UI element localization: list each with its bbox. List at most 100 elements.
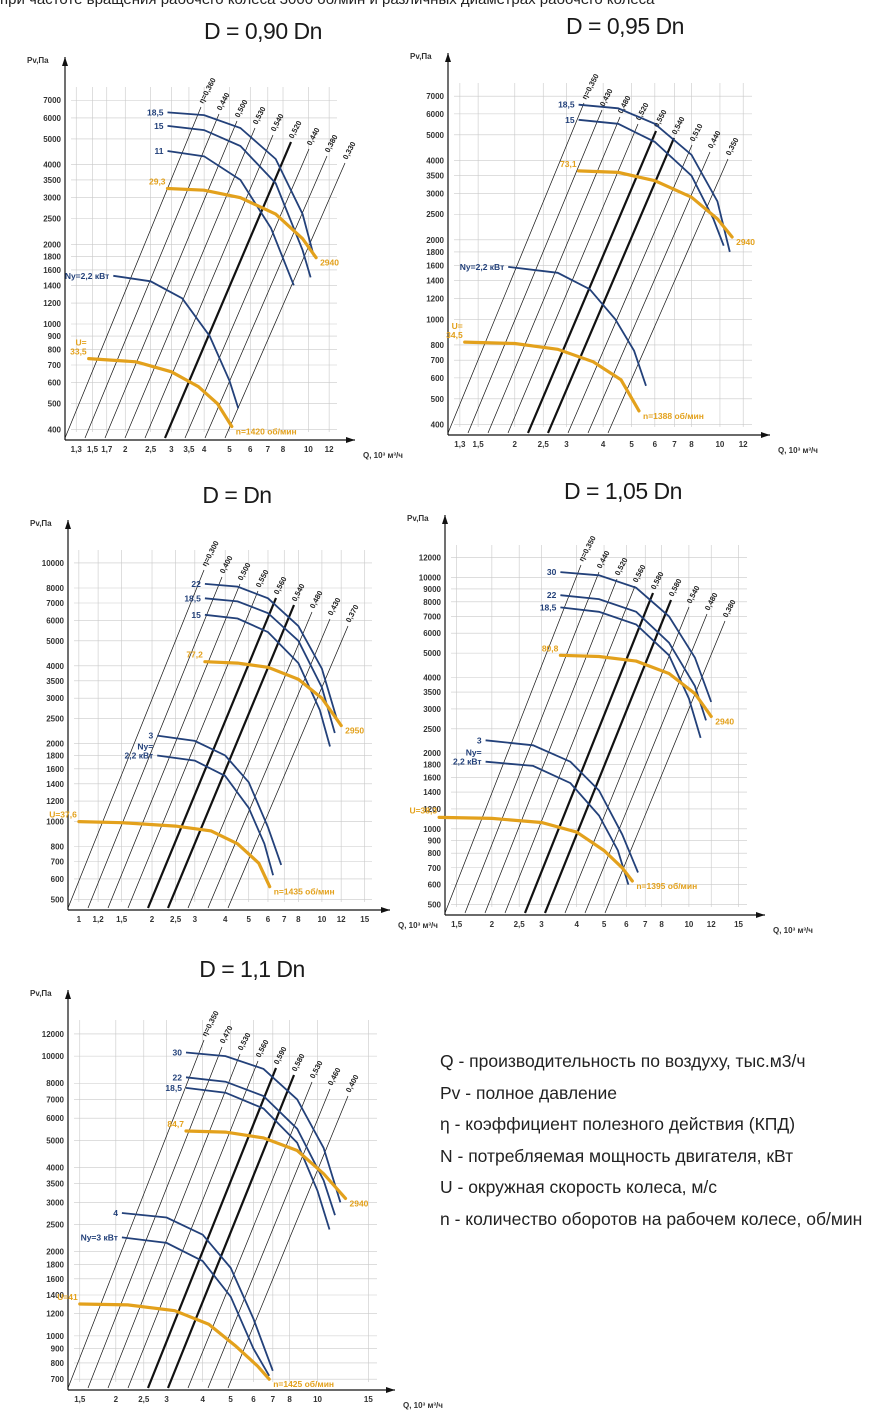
y-tick-label: 1400 [43, 281, 61, 290]
y-tick-label: 3500 [43, 176, 61, 185]
y-tick-label: 4000 [46, 1163, 64, 1172]
y-tick-label: 8000 [423, 598, 441, 607]
y-tick-label: 2000 [46, 740, 64, 749]
speed-curve [203, 660, 343, 728]
speed-curve-end-label: n=1420 об/мин [236, 427, 297, 437]
efficiency-line [464, 571, 600, 914]
y-tick-label: 1800 [46, 1260, 64, 1269]
x-axis-label: Q, 10³ м³/ч [363, 451, 403, 460]
efficiency-line [163, 141, 293, 439]
x-axis-arrow [346, 437, 355, 443]
power-curve-label: 4 [113, 1208, 118, 1218]
efficiency-line [127, 1060, 259, 1389]
x-tick-label: 5 [602, 920, 607, 929]
x-tick-label: 1,5 [473, 440, 485, 449]
efficiency-label: 0,580 [290, 1052, 307, 1073]
y-tick-label: 1400 [426, 277, 444, 286]
efficiency-label: η=0,350 [580, 72, 601, 101]
y-tick-label: 600 [431, 374, 445, 383]
speed-curve-end-label: n=1435 об/мин [274, 887, 335, 897]
power-curve-label: 18,5 [165, 1083, 182, 1093]
y-tick-label: 3500 [423, 688, 441, 697]
efficiency-line [146, 1067, 278, 1389]
chart-title-0.95: D = 0,95 Dn [566, 13, 684, 39]
power-curve-label: 15 [191, 610, 201, 620]
x-tick-label: 2 [150, 915, 155, 924]
y-tick-label: 1200 [423, 805, 441, 814]
x-tick-label: 12 [325, 445, 334, 454]
legend-n: N - потребляемая мощность двигателя, кВт [440, 1145, 794, 1166]
efficiency-line [546, 137, 676, 434]
x-tick-label: 1,5 [451, 920, 463, 929]
x-tick-label: 3 [169, 445, 174, 454]
power-curve [485, 739, 639, 873]
power-curve [157, 754, 274, 876]
y-tick-label: 1800 [46, 752, 64, 761]
efficiency-label: 0,440 [595, 549, 612, 570]
x-axis-label: Q, 10³ м³/ч [403, 1401, 443, 1410]
speed-curve-label: 80,8 [542, 643, 559, 653]
y-tick-label: 1600 [423, 774, 441, 783]
efficiency-label: 0,500 [236, 561, 253, 582]
x-tick-label: 7 [672, 440, 677, 449]
y-tick-label: 700 [431, 356, 445, 365]
y-tick-label: 4000 [426, 156, 444, 165]
power-curve-label: Ny= [137, 742, 153, 752]
y-tick-label: 5000 [46, 637, 64, 646]
speed-curve [87, 357, 234, 429]
y-tick-label: 9000 [423, 585, 441, 594]
chart-2: Pv,Па Q, 10³ м³/ч 10000 8000 7000 6000 5000 400… [30, 519, 438, 930]
chart-3: Pv,ПаQ, 10³ м³/ч120001000090008000700060… [407, 514, 813, 935]
efficiency-line [166, 1074, 296, 1389]
efficiency-label: 0,590 [272, 1045, 289, 1066]
power-curve [204, 613, 331, 747]
speed-curve-label: 34,5 [446, 330, 463, 340]
y-tick-label: 3000 [426, 189, 444, 198]
x-tick-label: 7 [643, 920, 648, 929]
y-tick-label: 1400 [46, 780, 64, 789]
efficiency-label: η=0,350 [577, 534, 598, 563]
x-tick-label: 1,5 [116, 915, 128, 924]
y-axis-arrow [445, 53, 451, 62]
x-tick-label: 8 [281, 445, 286, 454]
y-tick-label: 900 [51, 1345, 65, 1354]
y-tick-label: 10000 [42, 1052, 65, 1061]
x-tick-label: 7 [266, 445, 271, 454]
y-axis-label: Pv,Па [30, 519, 52, 528]
x-tick-label: 2 [513, 440, 518, 449]
speed-curve-end-label: n=1395 об/мин [636, 881, 697, 891]
efficiency-line [104, 120, 238, 439]
power-curve-label: 15 [565, 115, 575, 125]
y-tick-label: 10000 [419, 573, 442, 582]
y-tick-label: 1000 [43, 320, 61, 329]
efficiency-line [146, 597, 278, 909]
speed-curve-end-label: 2940 [715, 716, 734, 726]
x-tick-label: 1,2 [93, 915, 105, 924]
chart-1: Pv,ПаQ, 10³ м³/ч700060005000400035003000… [410, 52, 818, 455]
efficiency-label: 0,580 [649, 570, 666, 591]
y-tick-label: 2000 [43, 240, 61, 249]
x-tick-label: 2 [123, 445, 128, 454]
efficiency-line [204, 155, 328, 439]
y-axis-label: Pv,Па [410, 52, 432, 61]
y-tick-label: 1400 [46, 1291, 64, 1300]
x-tick-label: 6 [248, 445, 253, 454]
chart-0: Pv,ПаQ, 10³ м³/ч700060005000400035003000… [27, 56, 403, 460]
legend-q: Q - производительность по воздуху, тыс.м… [440, 1051, 806, 1071]
power-curve-label: Ny=2,2 кВт [460, 262, 504, 272]
y-axis-arrow [62, 57, 68, 66]
efficiency-line [124, 127, 256, 439]
y-tick-label: 2500 [43, 215, 61, 224]
y-tick-label: 900 [48, 332, 62, 341]
efficiency-line [187, 1081, 313, 1389]
x-tick-label: 8 [689, 440, 694, 449]
power-curve-label: 18,5 [558, 100, 575, 110]
speed-curve-end-label: 2940 [736, 237, 755, 247]
power-curve-label: 22 [547, 590, 557, 600]
x-tick-label: 10 [317, 915, 326, 924]
y-tick-label: 2500 [46, 1221, 64, 1230]
efficiency-line [87, 1046, 223, 1389]
efficiency-label: 0,330 [341, 140, 358, 161]
efficiency-label: 0,500 [233, 98, 250, 119]
efficiency-label: 0,440 [215, 91, 232, 112]
